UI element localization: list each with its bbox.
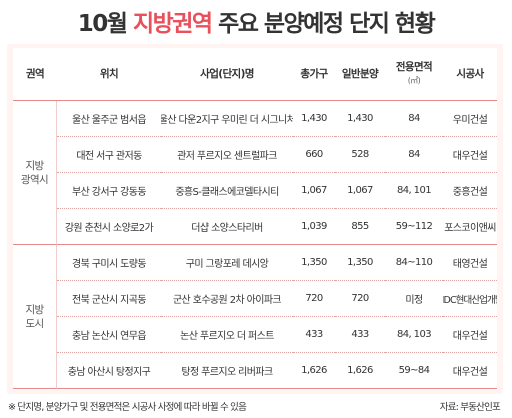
- cell-project: 논산 푸르지오 더 퍼스트: [161, 317, 293, 353]
- region-group-label-line1: 지방: [25, 159, 44, 172]
- cell-general-sale: 720: [335, 281, 385, 317]
- header-total-units: 총가구: [293, 48, 335, 101]
- cell-builder: 대우건설: [443, 317, 497, 353]
- header-area-label: 전용면적: [395, 61, 433, 73]
- header-area-unit: (㎡): [407, 76, 421, 85]
- cell-location: 충남 논산시 연무읍: [57, 317, 161, 353]
- page-title: 10월 지방권역 주요 분양예정 단지 현황: [0, 4, 512, 38]
- cell-location: 충남 아산시 탕정지구: [57, 353, 161, 389]
- cell-project: 울산 다운2지구 우미린 더 시그니처: [161, 101, 293, 137]
- cell-general-sale: 855: [335, 209, 385, 245]
- region-group-province: 지방 도시: [13, 245, 57, 389]
- title-highlight: 지방권역: [132, 11, 213, 37]
- cell-builder: 대우건설: [443, 353, 497, 389]
- cell-total-units: 720: [293, 281, 335, 317]
- cell-area: 59~84: [385, 353, 443, 389]
- header-builder: 시공사: [443, 48, 497, 101]
- cell-builder: HDC현대산업개발: [443, 281, 497, 317]
- source-credit: 자료: 부동산인포: [439, 402, 501, 413]
- cell-total-units: 1,430: [293, 101, 335, 137]
- cell-area: 미정: [385, 281, 443, 317]
- cell-general-sale: 1,430: [335, 101, 385, 137]
- cell-project: 탕정 푸르지오 리버파크: [161, 353, 293, 389]
- region-group-label-line1: 지방: [25, 303, 44, 316]
- cell-general-sale: 1,067: [335, 173, 385, 209]
- cell-location: 부산 강서구 강동동: [57, 173, 161, 209]
- cell-general-sale: 1,350: [335, 245, 385, 281]
- cell-project: 더샵 소양스타리버: [161, 209, 293, 245]
- cell-total-units: 1,039: [293, 209, 335, 245]
- schedule-table: 권역 위치 사업(단지)명 총가구 일반분양 전용면적 (㎡) 시공사 지방 광역시…: [13, 48, 497, 389]
- cell-general-sale: 1,626: [335, 353, 385, 389]
- header-project: 사업(단지)명: [161, 48, 293, 101]
- region-group-label-line2: 광역시: [20, 173, 49, 186]
- cell-location: 전북 군산시 지곡동: [57, 281, 161, 317]
- cell-area: 59~112: [385, 209, 443, 245]
- cell-location: 경북 구미시 도량동: [57, 245, 161, 281]
- cell-general-sale: 433: [335, 317, 385, 353]
- cell-location: 울산 울주군 범서읍: [57, 101, 161, 137]
- title-suffix: 주요 분양예정 단지 현황: [211, 11, 436, 37]
- header-region: 권역: [13, 48, 57, 101]
- cell-total-units: 1,067: [293, 173, 335, 209]
- title-prefix: 10월: [77, 11, 133, 37]
- cell-builder: 태영건설: [443, 245, 497, 281]
- cell-project: 관저 푸르지오 센트럴파크: [161, 137, 293, 173]
- cell-builder: 중흥건설: [443, 173, 497, 209]
- cell-total-units: 1,626: [293, 353, 335, 389]
- table-background: [13, 48, 497, 390]
- cell-location: 강원 춘천시 소양로2가: [57, 209, 161, 245]
- cell-project: 중흥S-클래스에코델타시티: [161, 173, 293, 209]
- cell-project: 구미 그랑포레 데시앙: [161, 245, 293, 281]
- cell-builder: 대우건설: [443, 137, 497, 173]
- cell-location: 대전 서구 관저동: [57, 137, 161, 173]
- cell-builder: 포스코이앤씨: [443, 209, 497, 245]
- cell-general-sale: 528: [335, 137, 385, 173]
- cell-total-units: 1,350: [293, 245, 335, 281]
- cell-area: 84: [385, 101, 443, 137]
- header-general-sale: 일반분양: [335, 48, 385, 101]
- region-group-metro: 지방 광역시: [13, 101, 57, 245]
- cell-total-units: 660: [293, 137, 335, 173]
- cell-area: 84: [385, 137, 443, 173]
- cell-project: 군산 호수공원 2차 아이파크: [161, 281, 293, 317]
- cell-builder: 우미건설: [443, 101, 497, 137]
- header-area: 전용면적 (㎡): [385, 48, 443, 101]
- region-group-label-line2: 도시: [25, 317, 44, 330]
- cell-area: 84, 103: [385, 317, 443, 353]
- header-location: 위치: [57, 48, 161, 101]
- footnote: ※ 단지명, 분양가구 및 전용면적은 시공사 사정에 따라 바뀔 수 있음: [8, 402, 247, 413]
- cell-total-units: 433: [293, 317, 335, 353]
- cell-area: 84~110: [385, 245, 443, 281]
- cell-area: 84, 101: [385, 173, 443, 209]
